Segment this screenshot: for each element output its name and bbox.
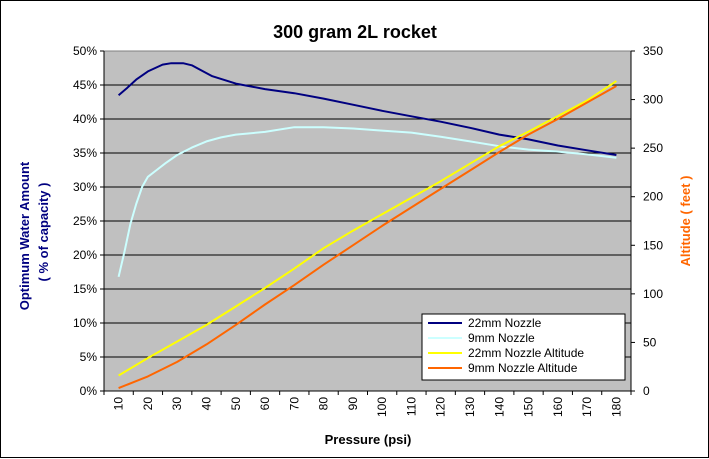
x-axis: 10 20 30 40 50 60 70 80 90 100 110 120 130 140 150 160 1… <box>103 390 632 417</box>
series-layer <box>117 62 617 390</box>
x-tick-label: 90 <box>346 397 360 411</box>
y-tick-label: 45% <box>73 78 97 92</box>
series-line-9mm-nozzle-altitude <box>118 85 617 390</box>
series-line-9mm-nozzle <box>117 126 617 278</box>
x-tick-label: 60 <box>258 397 272 411</box>
y-tick-label: 10% <box>73 316 97 330</box>
series-line-22mm-nozzle-altitude <box>118 80 617 377</box>
y2-tick-label: 350 <box>643 44 663 58</box>
x-tick-label: 10 <box>112 397 126 411</box>
y-tick-label: 50% <box>73 44 97 58</box>
x-tick-label: 130 <box>463 397 477 417</box>
x-tick-label: 140 <box>492 397 506 417</box>
legend-label: 22mm Nozzle <box>468 316 542 330</box>
x-tick-label: 80 <box>317 397 331 411</box>
y2-tick-label: 300 <box>643 93 663 107</box>
x-tick-label: 100 <box>375 397 389 417</box>
y-tick-label: 20% <box>73 248 97 262</box>
y2-tick-label: 50 <box>643 335 657 349</box>
chart-title: 300 gram 2L rocket <box>273 22 437 42</box>
x-tick-label: 110 <box>404 397 418 416</box>
x-tick-label: 20 <box>141 397 155 411</box>
x-tick-label: 150 <box>522 397 536 417</box>
y-axis-subtitle: ( % of capacity ) <box>36 183 51 282</box>
y2-tick-label: 100 <box>643 287 663 301</box>
y-tick-label: 35% <box>73 146 97 160</box>
y-tick-label: 30% <box>73 180 97 194</box>
y-tick-label: 5% <box>80 350 98 364</box>
legend-label: 9mm Nozzle <box>468 331 535 345</box>
x-tick-label: 160 <box>551 397 565 417</box>
y2-tick-label: 150 <box>643 238 663 252</box>
y-axis-title: Optimum Water Amount <box>17 161 32 310</box>
y-tick-label: 0% <box>80 384 98 398</box>
x-tick-label: 120 <box>434 397 448 417</box>
y2-tick-label: 200 <box>643 190 663 204</box>
y-tick-label: 40% <box>73 112 97 126</box>
x-tick-label: 50 <box>229 397 243 411</box>
y-tick-label: 25% <box>73 214 97 228</box>
x-tick-label: 180 <box>609 397 623 417</box>
legend-label: 9mm Nozzle Altitude <box>468 361 578 375</box>
series-line-22mm-nozzle <box>117 62 617 156</box>
y-axis-right: 0 50 100 150 200 250 300 350 <box>630 44 663 398</box>
x-tick-label: 170 <box>580 397 594 417</box>
y2-tick-label: 0 <box>643 384 650 398</box>
x-tick-label: 40 <box>199 397 213 411</box>
x-tick-label: 30 <box>170 397 184 411</box>
y2-tick-label: 250 <box>643 141 663 155</box>
y-axis-left: 0% 5% 10% 15% 20% 25% 30% 35% 40% 45% 50% <box>73 44 105 398</box>
x-axis-title: Pressure (psi) <box>325 432 412 447</box>
y-tick-label: 15% <box>73 282 97 296</box>
y2-axis-title: Altitude ( feet ) <box>678 176 693 267</box>
x-tick-label: 70 <box>287 397 301 411</box>
legend-label: 22mm Nozzle Altitude <box>468 346 584 360</box>
